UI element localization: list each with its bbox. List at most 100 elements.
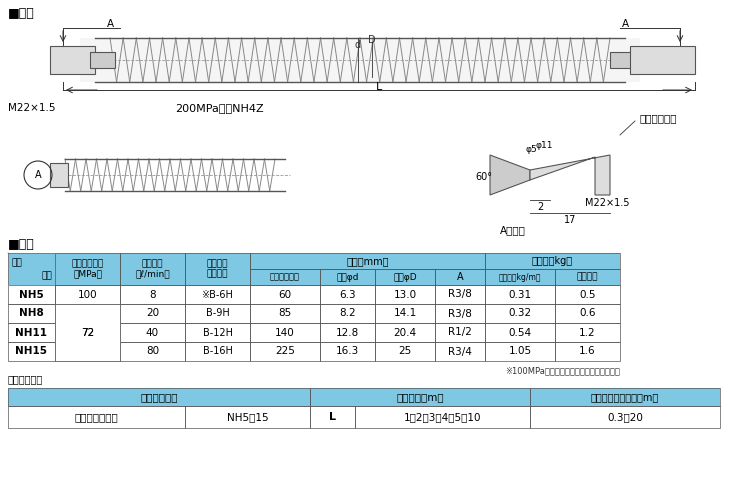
Bar (250, 304, 320, 323)
Text: B-16H: B-16H (202, 347, 232, 357)
Bar (375, 342, 435, 361)
Bar (250, 285, 320, 304)
Text: 0.54: 0.54 (508, 328, 531, 337)
Bar (555, 342, 620, 361)
Bar (555, 285, 620, 304)
Bar (8, 304, 55, 323)
Bar (485, 269, 555, 285)
Text: L: L (329, 412, 336, 422)
Bar (435, 285, 485, 304)
Bar (485, 253, 620, 269)
Text: A: A (107, 19, 114, 29)
Text: ホースの形式: ホースの形式 (140, 392, 177, 402)
Text: 0.6: 0.6 (579, 309, 596, 318)
Text: 寸法（mm）: 寸法（mm） (346, 256, 389, 266)
Bar (185, 285, 250, 304)
Bar (120, 285, 185, 304)
Text: 20.4: 20.4 (393, 328, 417, 337)
Bar (320, 269, 375, 285)
Text: 1　2　3　4　5　10: 1 2 3 4 5 10 (404, 412, 481, 422)
Text: ■寸法: ■寸法 (8, 7, 35, 20)
Bar (8, 342, 55, 361)
Bar (120, 342, 185, 361)
Bar (435, 304, 485, 323)
Text: 0.31: 0.31 (508, 290, 531, 299)
Bar (120, 285, 185, 304)
Text: 項目: 項目 (11, 258, 22, 267)
Text: NH5～15: NH5～15 (227, 412, 269, 422)
Bar (8, 253, 55, 285)
Text: L: L (376, 82, 382, 92)
Bar (555, 304, 620, 323)
Bar (530, 406, 720, 428)
Bar (55, 285, 120, 304)
Bar (435, 323, 485, 342)
Bar (55, 342, 120, 361)
Text: ホースの長さ: ホースの長さ (8, 374, 43, 384)
Bar (555, 323, 620, 342)
Bar (375, 269, 435, 285)
Bar (555, 269, 620, 285)
Text: 40: 40 (146, 328, 159, 337)
Text: ホース（kg/m）: ホース（kg/m） (499, 273, 541, 281)
Text: 0.5: 0.5 (579, 290, 596, 299)
Text: 内径φd: 内径φd (337, 273, 358, 281)
Bar (375, 269, 435, 285)
Bar (50, 163, 68, 187)
Bar (485, 253, 620, 269)
Bar (485, 304, 555, 323)
Bar (250, 323, 320, 342)
Text: d: d (355, 40, 361, 50)
Text: シールコーン: シールコーン (640, 113, 677, 123)
Bar (310, 406, 355, 428)
Bar (375, 285, 435, 304)
Bar (355, 406, 530, 428)
Polygon shape (530, 155, 610, 195)
Bar (185, 253, 250, 285)
Bar (435, 304, 485, 323)
Bar (120, 323, 185, 342)
Bar (55, 304, 120, 361)
Bar (375, 342, 435, 361)
Bar (185, 323, 250, 342)
Text: NH15: NH15 (15, 347, 47, 357)
Text: 0.3～20: 0.3～20 (607, 412, 643, 422)
Text: 外径φD: 外径φD (393, 273, 417, 281)
Bar (320, 323, 375, 342)
Bar (555, 342, 620, 361)
Bar (320, 342, 375, 361)
Text: 1.6: 1.6 (579, 347, 596, 357)
Text: 60°: 60° (475, 172, 492, 182)
Text: M22×1.5: M22×1.5 (8, 103, 55, 113)
Text: 72: 72 (81, 328, 94, 337)
Bar (355, 406, 530, 428)
Text: ■仕様: ■仕様 (8, 239, 35, 251)
Text: 25: 25 (399, 347, 412, 357)
Bar (8, 406, 185, 428)
Text: 最小曲げ半径: 最小曲げ半径 (270, 273, 300, 281)
Bar (320, 269, 375, 285)
Text: A: A (35, 170, 42, 180)
Bar (185, 304, 250, 323)
Bar (320, 304, 375, 323)
Bar (50, 46, 95, 74)
Text: B-12H: B-12H (202, 328, 232, 337)
Text: 形式: 形式 (42, 271, 52, 280)
Text: 12.8: 12.8 (336, 328, 359, 337)
Bar (485, 285, 555, 304)
Text: 標準寸法（m）: 標準寸法（m） (396, 392, 444, 402)
Text: B-9H: B-9H (206, 309, 229, 318)
Bar (310, 388, 530, 406)
Bar (120, 342, 185, 361)
Bar (375, 304, 435, 323)
Bar (320, 304, 375, 323)
Bar (90, 52, 115, 68)
Bar (250, 285, 320, 304)
Bar (250, 304, 320, 323)
Bar (120, 304, 185, 323)
Bar (55, 342, 120, 361)
Bar (8, 388, 310, 406)
Bar (185, 406, 310, 428)
Bar (375, 323, 435, 342)
Bar (555, 269, 620, 285)
